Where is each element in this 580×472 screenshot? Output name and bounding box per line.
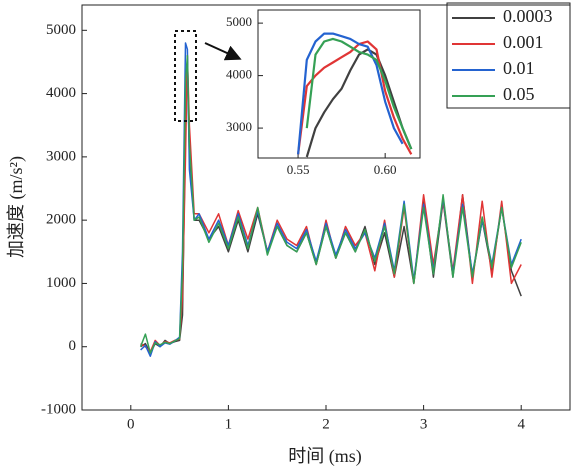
x-axis-title: 时间 (ms) — [288, 446, 362, 467]
series-line — [297, 32, 404, 155]
x-tick-label: 0 — [127, 416, 135, 432]
x-tick-label: 4 — [517, 416, 525, 432]
y-tick-label: 3000 — [226, 119, 252, 134]
series-line — [305, 37, 413, 150]
y-axis-title: 加速度 (m/s²) — [6, 156, 27, 258]
series-line — [140, 42, 522, 357]
main-plot: 0 1 2 3 4 -1000 0 1000 2000 3000 4000 5000 — [41, 22, 525, 433]
x-tick-label: 0.55 — [287, 162, 310, 177]
x-tick-label: 0.60 — [374, 162, 397, 177]
legend — [446, 2, 571, 109]
x-tick-label: 3 — [420, 416, 428, 432]
y-tick-label: 5000 — [226, 14, 252, 29]
y-tick-label: 3000 — [46, 148, 76, 164]
legend-label: 0.01 — [503, 58, 535, 78]
series-line — [140, 54, 522, 353]
inset-plot: 0.55 0.60 3000 4000 5000 — [226, 14, 413, 177]
legend-label: 0.001 — [503, 32, 544, 52]
series-line — [305, 48, 413, 158]
series-line — [139, 54, 522, 354]
legend-label: 0.0003 — [503, 6, 553, 26]
y-tick-label: 5000 — [46, 22, 76, 38]
zoom-box — [174, 30, 197, 122]
y-tick-label: 2000 — [46, 212, 76, 228]
y-tick-label: 0 — [69, 338, 77, 354]
y-tick-label: 4000 — [226, 67, 252, 82]
y-tick-label: 4000 — [46, 85, 76, 101]
legend-label: 0.05 — [503, 84, 535, 104]
x-tick-label: 2 — [322, 416, 330, 432]
zoom-arrow — [204, 42, 242, 61]
legend-items: 0.0003 0.001 0.01 0.05 — [452, 6, 553, 104]
inset-frame — [257, 9, 421, 159]
series-line — [297, 40, 413, 155]
y-tick-label: -1000 — [41, 401, 76, 417]
y-tick-label: 1000 — [46, 275, 76, 291]
x-tick-label: 1 — [225, 416, 233, 432]
